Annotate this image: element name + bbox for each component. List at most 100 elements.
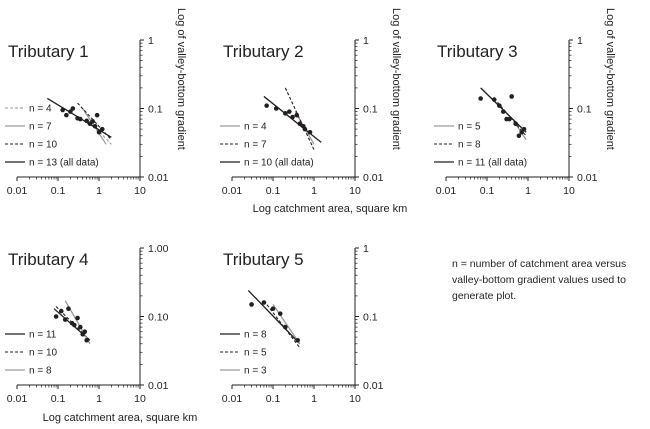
chart-1-y-tick-label: 0.01 bbox=[148, 172, 169, 184]
chart-1-data-point bbox=[60, 107, 65, 113]
chart-4-data-point bbox=[78, 324, 83, 330]
chart-2-data-point bbox=[264, 103, 269, 108]
chart-2-y-tick-label: 0.01 bbox=[363, 172, 384, 184]
chart-3-data-point bbox=[497, 103, 502, 108]
chart-3-data-point bbox=[509, 94, 514, 99]
chart-4-y-tick-label: 0.01 bbox=[148, 380, 169, 392]
chart-3-y-tick-label: 1 bbox=[577, 35, 583, 47]
chart-5-title: Tributary 5 bbox=[223, 250, 304, 269]
chart-3-y-tick-label: 0.01 bbox=[577, 172, 598, 184]
chart-3-y-axis-label: Log of valley-bottom gradient bbox=[604, 8, 616, 150]
chart-2-x-tick-label: 10 bbox=[349, 185, 361, 197]
chart-3-legend-label-1: n = 5 bbox=[458, 122, 481, 133]
chart-3-legend-label-3: n = 11 (all data) bbox=[458, 158, 527, 169]
chart-1-data-point bbox=[84, 118, 89, 124]
chart-2-series-line-2 bbox=[284, 87, 315, 150]
chart-4-data-point bbox=[82, 329, 88, 334]
chart-2-data-point bbox=[302, 126, 308, 132]
chart-3-x-tick-label: 1 bbox=[525, 185, 531, 197]
chart-5-y-tick-label: 0.1 bbox=[363, 312, 378, 324]
chart-5-legend-label-2: n = 5 bbox=[244, 348, 267, 359]
chart-1-legend-label-1: n = 4 bbox=[29, 104, 52, 115]
chart-1-data-point bbox=[92, 123, 98, 129]
chart-4-legend-label-1: n = 11 bbox=[29, 330, 57, 341]
chart-2-data-point bbox=[287, 109, 292, 114]
chart-1-series-line-1 bbox=[92, 124, 112, 145]
chart-2-x-tick-label: 0.01 bbox=[222, 185, 243, 197]
figure-note: n = number of catchment area versus vall… bbox=[452, 258, 627, 302]
chart-1-data-point bbox=[96, 129, 102, 135]
chart-2-data-point bbox=[307, 129, 313, 135]
chart-1-data-point bbox=[90, 119, 95, 124]
chart-4-x-tick-label: 1 bbox=[96, 393, 102, 405]
chart-2-legend-label-2: n = 7 bbox=[244, 140, 267, 151]
chart-5-series-line-1 bbox=[247, 290, 301, 345]
chart-3-data-point bbox=[478, 96, 483, 101]
chart-4-data-point bbox=[66, 306, 71, 311]
chart-2-legend-label-1: n = 4 bbox=[244, 122, 267, 133]
chart-4-data-point bbox=[58, 308, 64, 314]
chart-5-data-point bbox=[270, 306, 276, 311]
chart-1-data-point bbox=[68, 109, 73, 114]
chart-5-x-tick-label: 10 bbox=[349, 393, 361, 405]
chart-2-data-point bbox=[297, 121, 303, 126]
chart-1-y-tick-label: 0.1 bbox=[148, 104, 163, 116]
chart-5-data-point bbox=[277, 311, 283, 316]
chart-3-legend-label-2: n = 8 bbox=[458, 140, 481, 151]
chart-4-x-tick-label: 0.01 bbox=[7, 393, 28, 405]
chart-2-legend-label-3: n = 10 (all data) bbox=[244, 158, 314, 169]
chart-3-x-tick-label: 10 bbox=[563, 185, 575, 197]
chart-2-data-point bbox=[290, 114, 295, 120]
chart-5-x-tick-label: 0.01 bbox=[222, 393, 243, 405]
chart-3-title: Tributary 3 bbox=[437, 42, 518, 61]
chart-1-y-axis-label: Log of valley-bottom gradient bbox=[175, 8, 187, 150]
chart-3-data-point bbox=[513, 121, 518, 126]
chart-3-x-tick-label: 0.1 bbox=[480, 185, 495, 197]
chart-3-data-point bbox=[501, 109, 506, 114]
chart-1-data-point bbox=[94, 112, 100, 118]
chart-3-data-point bbox=[516, 133, 522, 139]
chart-4-data-point bbox=[62, 317, 68, 322]
chart-3-data-point bbox=[521, 126, 527, 132]
chart-5-data-point bbox=[283, 324, 288, 330]
shared-xlabel-top: Log catchment area, square km bbox=[253, 203, 408, 215]
chart-1-legend-label-2: n = 7 bbox=[29, 122, 52, 133]
chart-5-data-point bbox=[295, 337, 300, 343]
chart-5-data-point bbox=[261, 300, 267, 305]
chart-2-x-tick-label: 1 bbox=[311, 185, 317, 197]
chart-5-y-tick-label: 0.01 bbox=[363, 380, 384, 392]
chart-5-x-tick-label: 0.1 bbox=[266, 393, 281, 405]
chart-2-y-tick-label: 0.1 bbox=[363, 104, 378, 116]
chart-2-y-tick-label: 1 bbox=[363, 35, 369, 47]
chart-1-data-point bbox=[64, 112, 69, 118]
chart-5-data-point bbox=[249, 302, 254, 307]
chart-2-x-tick-label: 0.1 bbox=[266, 185, 281, 197]
chart-1-title: Tributary 1 bbox=[8, 42, 89, 61]
chart-1-legend-label-3: n = 10 bbox=[29, 140, 58, 151]
chart-5-series-line-3 bbox=[272, 304, 301, 345]
chart-2-data-point bbox=[273, 106, 279, 111]
chart-5-x-tick-label: 1 bbox=[311, 393, 317, 405]
shared-xlabel-bottom: Log catchment area, square km bbox=[43, 412, 198, 424]
chart-1-data-point bbox=[99, 126, 105, 132]
chart-4-y-tick-label: 1.00 bbox=[148, 243, 169, 255]
chart-3-data-point bbox=[491, 97, 497, 102]
chart-1-x-tick-label: 0.1 bbox=[51, 185, 66, 197]
chart-4-x-tick-label: 10 bbox=[134, 393, 146, 405]
chart-2-series-line-3 bbox=[263, 95, 322, 143]
chart-2-title: Tributary 2 bbox=[223, 42, 304, 61]
chart-5-series-line-2 bbox=[263, 300, 301, 349]
chart-2-y-axis-label: Log of valley-bottom gradient bbox=[390, 8, 402, 150]
chart-1-x-tick-label: 0.01 bbox=[7, 185, 28, 197]
chart-3-x-tick-label: 0.01 bbox=[436, 185, 457, 197]
chart-5-y-tick-label: 1 bbox=[363, 243, 369, 255]
chart-5-legend-label-1: n = 8 bbox=[244, 330, 267, 341]
chart-3-y-tick-label: 0.1 bbox=[577, 104, 592, 116]
chart-1-x-tick-label: 1 bbox=[96, 185, 102, 197]
chart-4-data-point bbox=[75, 315, 80, 321]
chart-4-data-point bbox=[72, 322, 77, 328]
chart-2-data-point bbox=[294, 112, 300, 118]
chart-4-y-tick-label: 0.10 bbox=[148, 312, 169, 324]
chart-4-data-point bbox=[53, 314, 59, 319]
